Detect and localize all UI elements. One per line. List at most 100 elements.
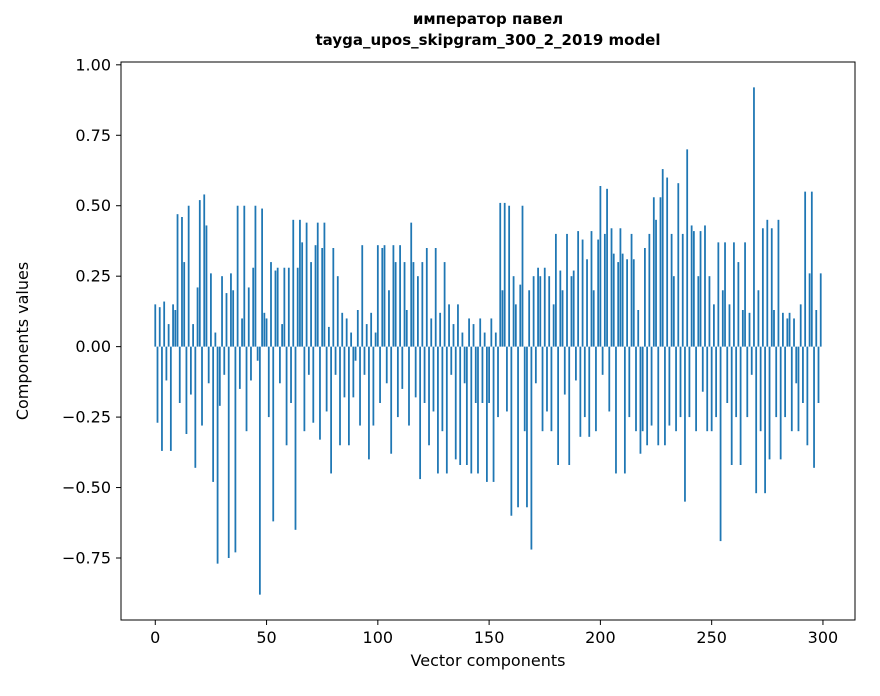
bar <box>793 318 795 347</box>
bar <box>695 346 697 432</box>
bar <box>412 262 415 347</box>
bar <box>719 346 722 542</box>
bar <box>345 318 348 347</box>
bar <box>766 219 769 347</box>
bar <box>405 310 408 347</box>
bar <box>359 346 361 426</box>
bar <box>336 276 339 347</box>
bar <box>234 346 237 553</box>
bar <box>189 346 192 395</box>
bar <box>775 346 778 418</box>
bar <box>579 346 582 437</box>
bar <box>679 346 682 418</box>
bar <box>314 245 317 347</box>
bar <box>577 231 580 347</box>
bar <box>632 259 635 347</box>
bar <box>417 276 419 347</box>
bar <box>575 346 577 381</box>
bar <box>479 318 482 347</box>
bar <box>319 346 321 440</box>
bar <box>470 346 473 474</box>
bar <box>243 205 246 347</box>
bar <box>192 324 194 347</box>
bar <box>392 245 395 347</box>
bar <box>352 346 355 398</box>
bar <box>521 205 524 347</box>
bar <box>657 346 660 446</box>
bar <box>704 225 706 347</box>
bar <box>454 346 457 460</box>
bar <box>561 290 564 347</box>
bar <box>481 346 484 403</box>
bar <box>194 346 197 468</box>
bar <box>441 346 444 432</box>
bar <box>759 346 762 432</box>
bar <box>399 245 401 347</box>
bar <box>281 324 284 347</box>
bar <box>169 346 172 451</box>
bars-group <box>154 87 822 595</box>
bar <box>603 233 606 347</box>
bar <box>777 219 780 347</box>
bar <box>628 346 631 418</box>
bar <box>472 324 475 347</box>
bar <box>701 346 704 392</box>
bar <box>370 312 373 347</box>
bar <box>501 290 504 347</box>
bar <box>655 219 657 347</box>
bar <box>198 200 201 347</box>
bar <box>813 346 815 468</box>
bar <box>737 262 740 347</box>
bar <box>539 276 542 347</box>
bar <box>187 205 190 347</box>
y-tick-label: 0.00 <box>75 337 111 356</box>
y-tick-label: −0.50 <box>62 478 111 497</box>
bar <box>325 346 328 412</box>
bar <box>514 304 517 347</box>
bar <box>503 202 506 347</box>
bar <box>568 346 571 465</box>
bar <box>421 262 424 347</box>
bar <box>715 346 718 418</box>
bar <box>287 267 290 347</box>
bar <box>739 346 742 465</box>
bar <box>163 301 166 347</box>
bar <box>330 346 332 474</box>
bar <box>445 346 448 474</box>
bar <box>396 346 399 418</box>
bar <box>477 346 479 474</box>
x-tick-label: 250 <box>696 628 727 647</box>
bar <box>216 346 219 564</box>
bar <box>599 186 602 347</box>
bar <box>566 233 568 347</box>
bar <box>664 346 666 446</box>
bar <box>254 205 257 347</box>
bar <box>341 312 344 347</box>
bar <box>726 346 729 403</box>
bar <box>365 324 368 347</box>
bar <box>276 267 279 347</box>
bar <box>770 228 773 347</box>
bar <box>784 346 787 418</box>
bar <box>619 228 622 347</box>
bar <box>221 276 223 347</box>
x-tick-label: 50 <box>256 628 276 647</box>
bar <box>559 270 562 347</box>
bar <box>786 318 789 347</box>
bar <box>321 248 324 347</box>
bar <box>434 248 437 347</box>
bar <box>238 346 241 389</box>
bar <box>708 276 711 347</box>
bar <box>779 346 782 460</box>
bar <box>537 267 539 347</box>
bar <box>706 346 709 432</box>
bar <box>688 346 691 418</box>
bar <box>419 346 422 480</box>
bar <box>697 276 700 347</box>
bar <box>379 346 381 403</box>
bar <box>265 318 268 347</box>
bar <box>181 217 183 347</box>
bar <box>648 233 651 347</box>
bar <box>810 191 813 347</box>
